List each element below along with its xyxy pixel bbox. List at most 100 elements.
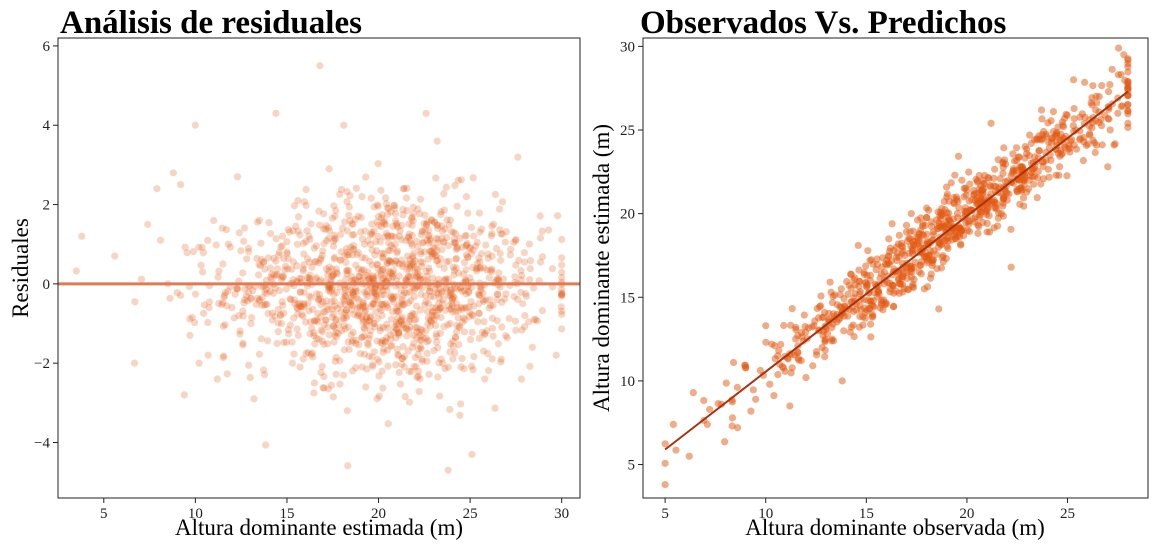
residual-point <box>325 165 333 173</box>
residual-point <box>386 331 394 339</box>
residual-point <box>422 220 431 228</box>
residual-point <box>353 294 361 302</box>
residual-point <box>296 231 304 239</box>
residual-point <box>261 288 269 296</box>
residual-point <box>331 234 339 242</box>
residual-point <box>378 339 386 347</box>
residual-point <box>413 237 421 245</box>
residual-point <box>317 276 325 284</box>
residual-point <box>424 320 432 328</box>
residual-point <box>358 254 366 262</box>
residual-point <box>448 289 456 298</box>
residual-point <box>396 380 405 388</box>
residual-point <box>430 346 438 355</box>
residual-point <box>531 315 540 324</box>
residual-point <box>514 295 522 304</box>
residual-point <box>347 243 355 251</box>
residual-point <box>345 345 353 354</box>
residual-point <box>355 272 363 281</box>
residual-point <box>290 202 299 210</box>
residual-point <box>244 244 253 252</box>
residual-point <box>280 254 288 263</box>
residual-point <box>313 316 321 324</box>
residual-point <box>457 284 465 292</box>
residual-point <box>433 257 441 265</box>
residual-point <box>558 291 566 299</box>
residual-point <box>417 345 425 353</box>
residual-point <box>432 174 440 182</box>
residual-point <box>236 327 244 335</box>
observed-predicted-point <box>1104 87 1113 96</box>
residual-point <box>407 312 415 320</box>
residual-point <box>458 243 466 251</box>
observed-predicted-point <box>1098 82 1106 90</box>
residual-point <box>327 381 335 389</box>
y-tick-label: 30 <box>620 39 635 55</box>
residual-point <box>423 357 431 365</box>
residual-point <box>348 301 356 309</box>
residual-point <box>466 243 474 252</box>
observed-predicted-point <box>930 231 938 239</box>
observed-predicted-point <box>1007 225 1015 233</box>
residual-point <box>488 355 496 363</box>
residual-point <box>365 317 373 325</box>
residual-point <box>475 254 483 262</box>
residual-point <box>394 314 402 322</box>
residual-point <box>443 234 451 242</box>
residual-point <box>470 352 478 361</box>
residual-point <box>457 176 465 184</box>
residual-point <box>302 201 310 210</box>
residual-point <box>387 342 395 350</box>
residual-point <box>239 269 247 277</box>
residual-point <box>456 284 464 292</box>
residual-point <box>267 273 275 281</box>
residual-point <box>393 304 401 312</box>
residual-point <box>341 292 349 301</box>
residual-point <box>288 265 296 273</box>
residual-point <box>349 337 357 345</box>
observed-predicted-point <box>771 342 779 350</box>
residual-point <box>260 258 268 266</box>
observed-predicted-point <box>943 190 952 198</box>
observed-predicted-point <box>819 331 827 340</box>
residual-point <box>494 290 502 298</box>
residual-point <box>466 274 474 282</box>
observed-predicted-point <box>812 348 821 356</box>
residual-point <box>411 323 419 332</box>
residual-point <box>422 292 430 300</box>
residual-point <box>485 274 493 282</box>
residual-point <box>491 404 499 412</box>
residual-point <box>445 301 453 310</box>
observed-predicted-point <box>927 270 935 278</box>
residual-point <box>452 307 460 316</box>
residual-point <box>376 324 384 332</box>
residual-point <box>444 291 452 299</box>
observed-predicted-point <box>976 208 984 216</box>
observed-predicted-point <box>987 119 995 127</box>
residual-point <box>360 350 369 358</box>
residual-point <box>299 239 308 247</box>
residual-point <box>447 286 456 294</box>
x-tick-label: 10 <box>758 506 773 522</box>
residual-point <box>325 284 333 292</box>
residual-point <box>465 287 473 296</box>
observed-predicted-point <box>1111 140 1119 148</box>
residual-point <box>290 296 298 304</box>
x-tick-label: 25 <box>463 506 478 522</box>
residual-point <box>377 306 385 314</box>
residual-point <box>294 196 302 205</box>
residual-point <box>256 262 265 270</box>
residual-point <box>392 307 401 315</box>
residual-point <box>417 258 425 266</box>
residual-point <box>180 391 188 399</box>
residual-point <box>411 257 419 265</box>
residual-point <box>260 301 268 309</box>
residual-point <box>377 270 386 278</box>
residual-point <box>423 307 431 315</box>
residual-point <box>453 300 461 308</box>
observed-predicted-point <box>1038 136 1046 144</box>
residual-point <box>286 321 294 329</box>
residual-point <box>449 342 457 350</box>
residual-point <box>373 260 381 268</box>
residual-point <box>403 265 411 274</box>
